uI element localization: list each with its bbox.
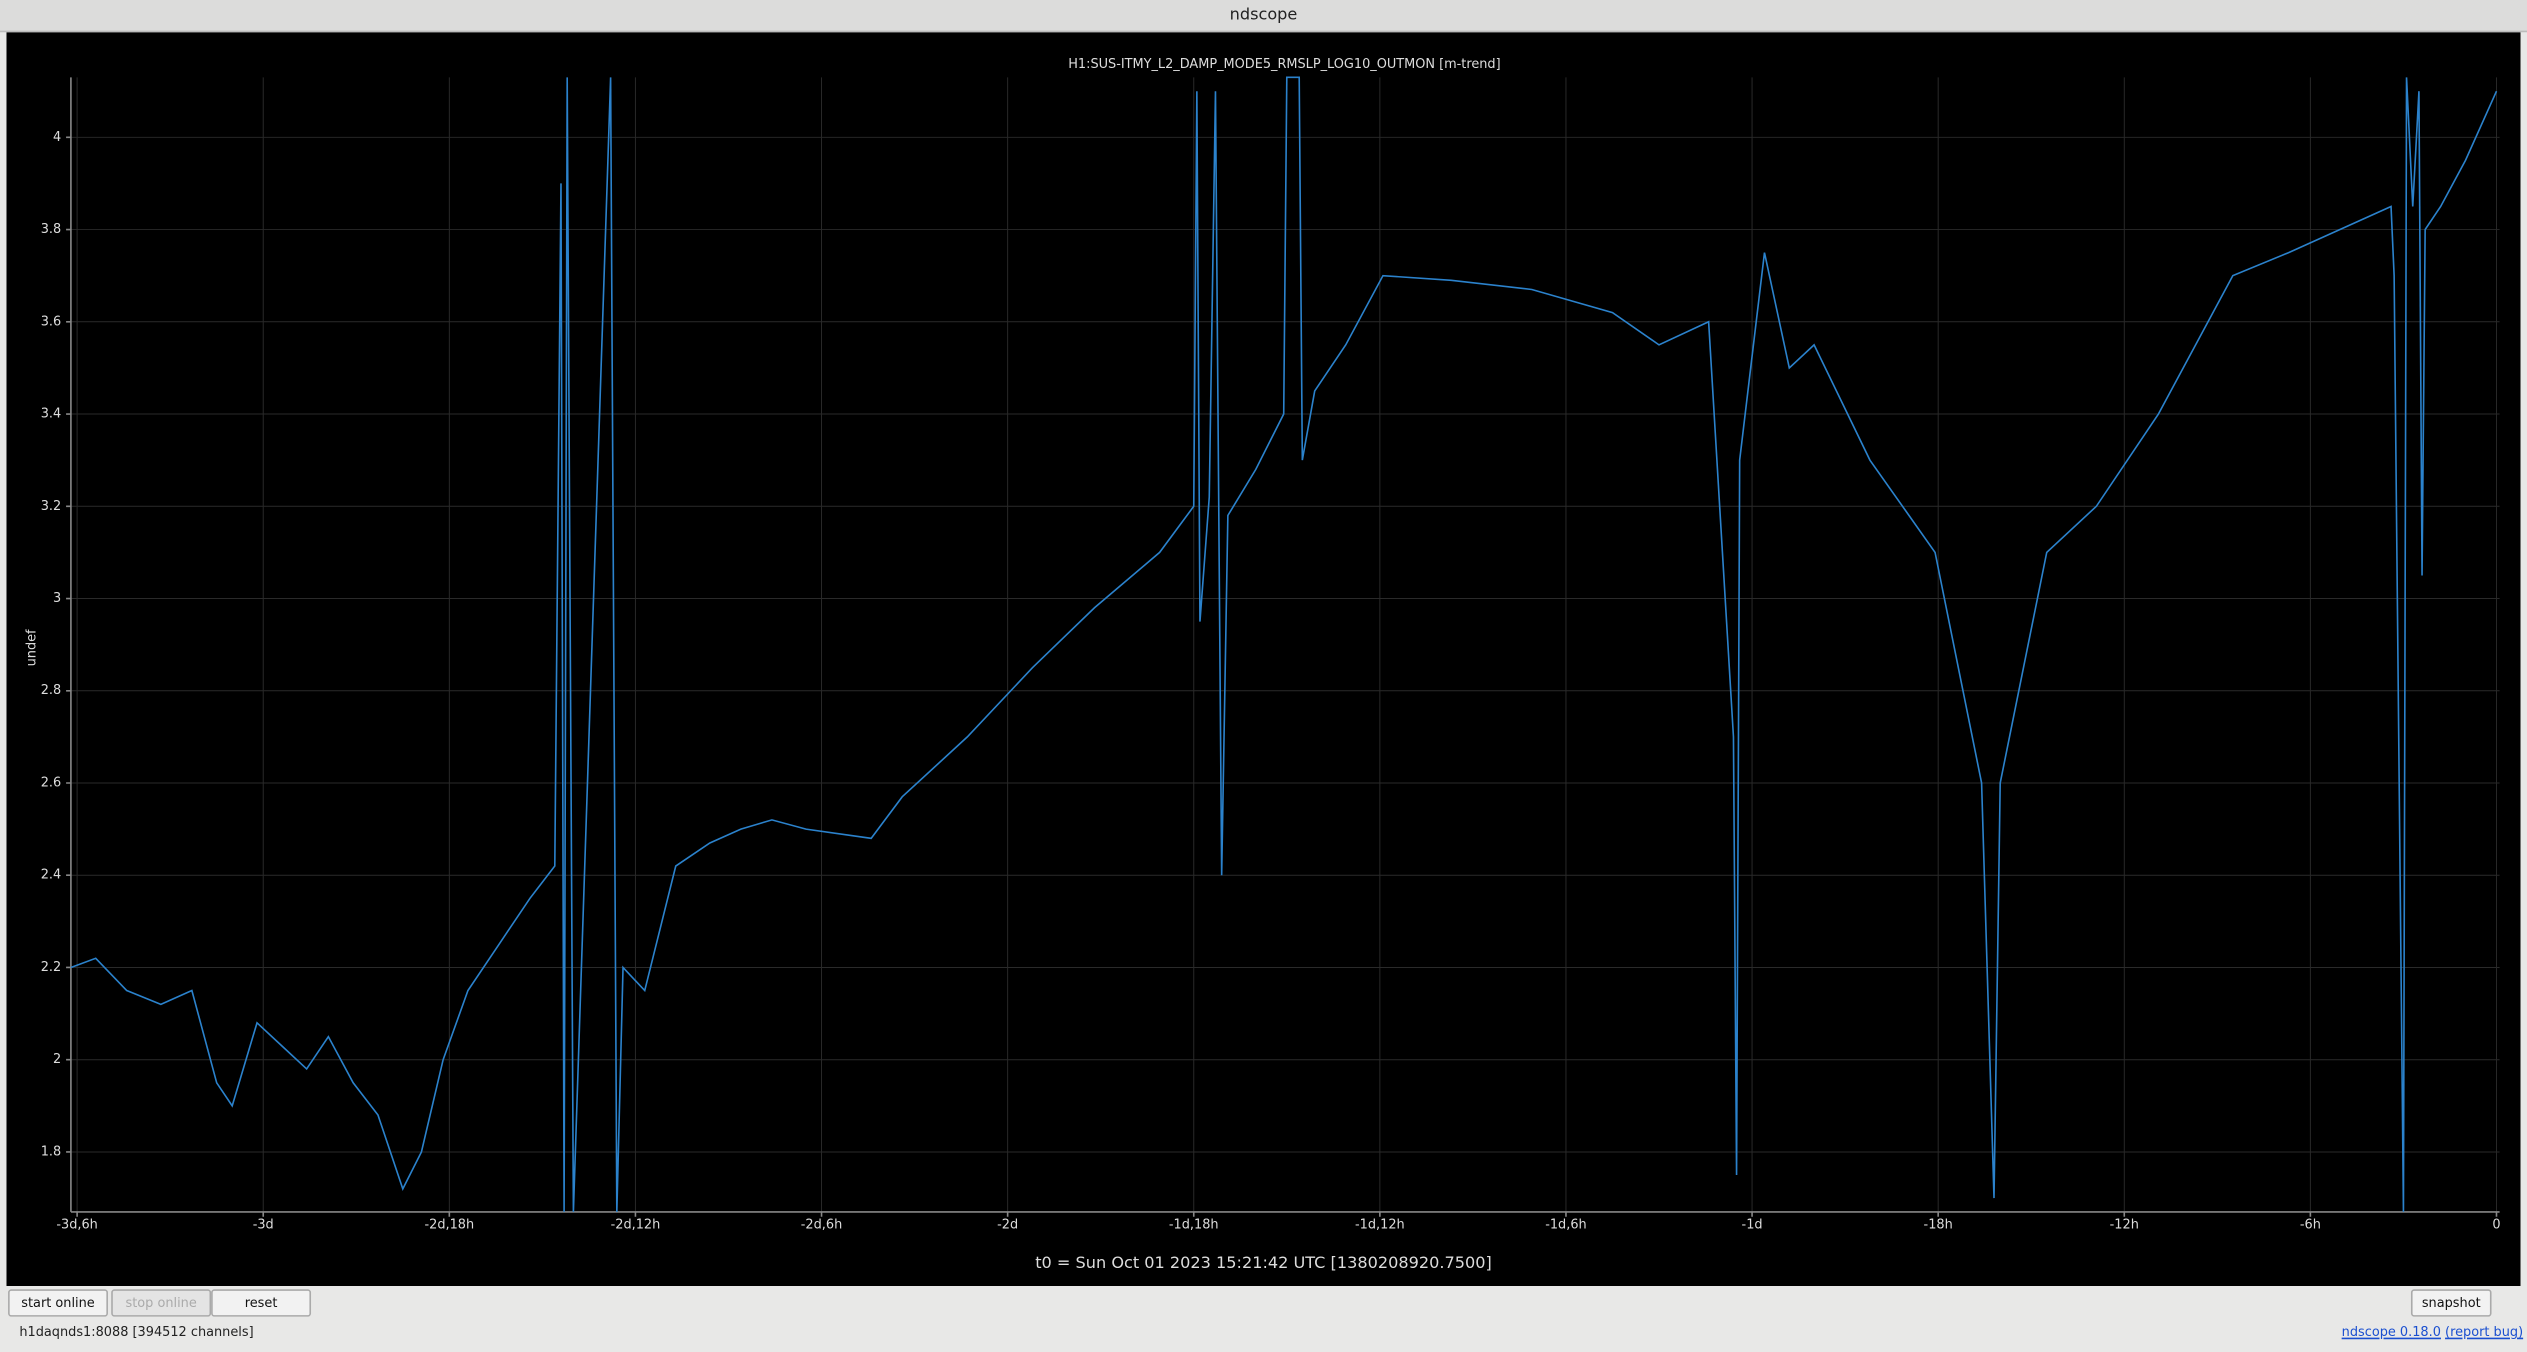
y-tick-label: 1.8 — [41, 1144, 61, 1159]
x-tick-label: -2d,18h — [424, 1217, 474, 1232]
y-tick-label: 2.4 — [41, 868, 61, 883]
x-tick-label: -1d,12h — [1355, 1217, 1405, 1232]
y-tick-label: 3 — [53, 591, 61, 606]
y-tick-label: 3.6 — [41, 314, 61, 329]
y-tick-label: 3.4 — [41, 407, 61, 422]
y-axis-label: undef — [25, 629, 40, 666]
x-tick-label: -2d,12h — [611, 1217, 661, 1232]
x-tick-label: -6h — [2300, 1217, 2321, 1232]
window-title: ndscope — [0, 0, 2527, 33]
start-online-button[interactable]: start online — [8, 1289, 108, 1317]
x-tick-label: -12h — [2110, 1217, 2139, 1232]
version-link[interactable]: ndscope 0.18.0 — [2341, 1324, 2441, 1340]
x-tick-label: -1d — [1742, 1217, 1763, 1232]
reset-button[interactable]: reset — [211, 1289, 312, 1317]
x-tick-label: -18h — [1924, 1217, 1953, 1232]
y-tick-label: 2.6 — [41, 776, 61, 791]
report-bug-link[interactable]: (report bug) — [2445, 1324, 2524, 1340]
chart-title: H1:SUS-ITMY_L2_DAMP_MODE5_RMSLP_LOG10_OU… — [1068, 57, 1500, 72]
stop-online-button: stop online — [111, 1289, 212, 1317]
y-tick-label: 3.8 — [41, 222, 61, 237]
chart-background — [6, 32, 2521, 1287]
data-line — [70, 76, 2498, 1212]
y-tick-label: 3.2 — [41, 499, 61, 514]
chart: H1:SUS-ITMY_L2_DAMP_MODE5_RMSLP_LOG10_OU… — [6, 32, 2521, 1287]
x-tick-label: -1d,18h — [1169, 1217, 1219, 1232]
y-tick-label: 2.2 — [41, 960, 61, 975]
y-tick-label: 4 — [53, 130, 61, 145]
server-status: h1daqnds1:8088 [394512 channels] — [19, 1324, 254, 1340]
x-tick-label: -3d — [253, 1217, 274, 1232]
x-tick-label: -1d,6h — [1545, 1217, 1586, 1232]
x-tick-label: -2d — [997, 1217, 1018, 1232]
x-tick-label: -2d,6h — [801, 1217, 842, 1232]
snapshot-button[interactable]: snapshot — [2410, 1289, 2492, 1317]
y-tick-label: 2.8 — [41, 683, 61, 698]
x-tick-label: 0 — [2492, 1217, 2500, 1232]
t0-label: t0 = Sun Oct 01 2023 15:21:42 UTC [13802… — [1035, 1253, 1492, 1272]
y-tick-label: 2 — [53, 1052, 61, 1067]
x-tick-label: -3d,6h — [56, 1217, 97, 1232]
